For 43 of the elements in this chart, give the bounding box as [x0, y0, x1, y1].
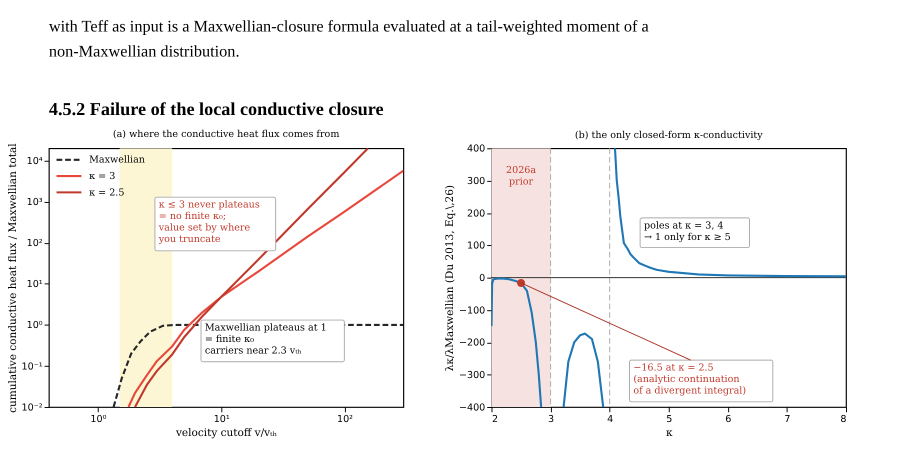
- text: with Teff as input is a Maxwellian-closure formula evaluated at a tail-weighted moment of a: [48, 16, 649, 36]
- x-tick-label: 8: [840, 414, 846, 425]
- y-tick-label: 10⁻²: [22, 402, 43, 414]
- legend-label: κ = 3: [89, 170, 116, 182]
- y-tick-label: −400: [458, 402, 486, 414]
- text: 4.5.2 Failure of the local conductive closure: [48, 98, 384, 119]
- y-tick-label: 200: [466, 208, 486, 220]
- chart-title: (a) where the conductive heat flux comes from: [112, 128, 340, 140]
- x-tick-label: 2: [492, 414, 498, 425]
- x-tick-label: 7: [784, 414, 790, 425]
- x-axis-title: κ: [666, 427, 673, 440]
- y-axis-title: cumulative conductive heat flux / Maxwellian total: [6, 142, 19, 413]
- x-axis-title: velocity cutoff v/vₜₕ: [174, 427, 278, 440]
- text: non-Maxwellian distribution.: [48, 41, 240, 60]
- y-tick-label: −200: [458, 338, 486, 349]
- annotation: Maxwellian plateaus at 1 = finite κ₀ carriers near 2.3 vₜₕ: [204, 322, 327, 357]
- y-tick-label: 0: [479, 273, 486, 284]
- x-tick-label: 10⁰: [90, 414, 107, 425]
- x-tick-label: 3: [548, 414, 554, 425]
- y-tick-label: 10²: [26, 238, 43, 250]
- band-label: 2026a prior: [506, 165, 536, 188]
- legend-label: κ = 2.5: [89, 187, 124, 198]
- y-tick-label: 10⁴: [26, 156, 43, 168]
- x-tick-label: 5: [666, 414, 672, 425]
- y-tick-label: −300: [458, 370, 486, 382]
- y-axis-title: λκ/λMaxwellian (Du 2013, Eq.\,26): [444, 184, 456, 372]
- y-tick-label: 100: [466, 240, 486, 252]
- x-tick-label: 10¹: [214, 414, 230, 425]
- y-tick-label: 10⁰: [26, 320, 43, 332]
- y-tick-label: 300: [466, 176, 486, 187]
- annotation: −16.5 at κ = 2.5 (analytic continuation of a divergent integral): [633, 362, 746, 397]
- y-tick-label: −100: [458, 305, 486, 316]
- x-tick-label: 6: [725, 414, 732, 425]
- x-tick-label: 10²: [337, 414, 354, 425]
- legend-label: Maxwellian: [89, 154, 145, 166]
- annotation: κ ≤ 3 never plateaus = no finite κ₀; value set by where you truncate: [158, 200, 260, 246]
- y-tick-label: 10⁻¹: [22, 361, 43, 372]
- annotation: poles at κ = 3, 4 → 1 only for κ ≥ 5: [644, 220, 731, 243]
- chart-title: (b) the only closed-form κ-conductivity: [574, 130, 764, 141]
- y-tick-label: 400: [466, 144, 486, 155]
- y-tick-label: 10¹: [26, 279, 43, 290]
- x-tick-label: 4: [607, 414, 614, 425]
- y-tick-label: 10³: [26, 197, 43, 208]
